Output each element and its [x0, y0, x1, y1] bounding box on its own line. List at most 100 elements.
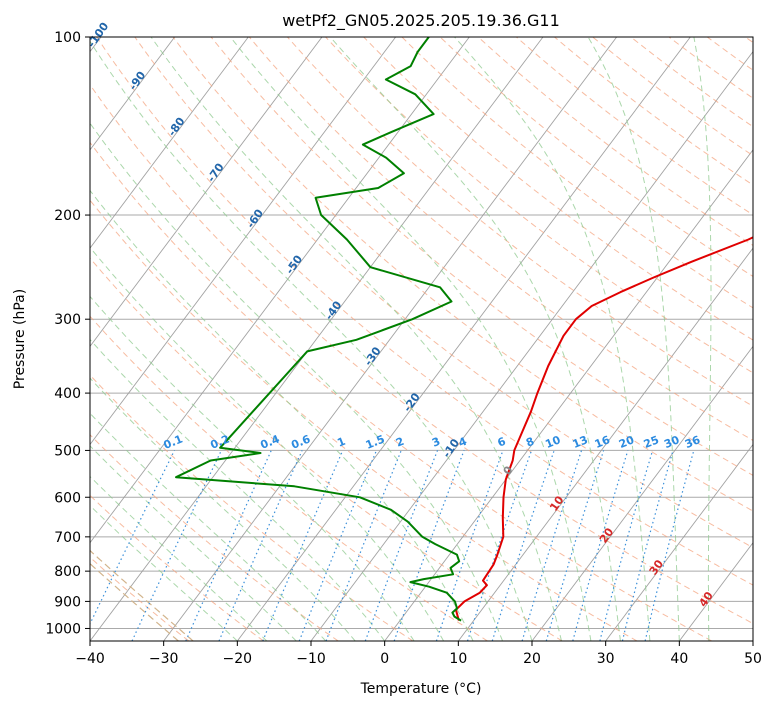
- mixing-ratio-line: [131, 450, 222, 641]
- moist-adiabat: [90, 475, 268, 641]
- isotherm-line: [90, 37, 176, 151]
- mixing-ratio-label: 10: [543, 433, 562, 451]
- x-tick-label: 20: [523, 651, 541, 667]
- mixing-ratio-label: 2: [394, 435, 406, 450]
- dry-adiabat: [90, 556, 190, 641]
- dry-adiabat: [745, 37, 753, 44]
- isotherm-line: [457, 247, 753, 641]
- mixing-ratio-label: 20: [617, 433, 636, 451]
- dry-adiabat: [477, 37, 753, 246]
- isotherm-line: [90, 37, 397, 446]
- mixing-ratio-line: [435, 450, 504, 641]
- moist-adiabat: [587, 37, 680, 641]
- isotherm-label: 30: [647, 557, 667, 577]
- dry-adiabat: [210, 37, 753, 476]
- isotherm-label: 0: [501, 463, 516, 477]
- isotherm-line: [531, 345, 753, 641]
- moist-adiabat: [329, 37, 621, 641]
- isotherm-line: [310, 50, 753, 641]
- mixing-ratio-line: [545, 450, 605, 641]
- mixing-ratio-label: 25: [642, 433, 661, 451]
- mixing-ratio-label: 8: [524, 435, 536, 450]
- profile-lines: [175, 37, 753, 622]
- mixing-ratio-line: [621, 450, 674, 641]
- dry-adiabat: [554, 37, 753, 186]
- x-axis-label: Temperature (°C): [360, 681, 482, 697]
- isotherm-line: [752, 640, 753, 641]
- moist-adiabat: [693, 37, 712, 641]
- dewpoint-line: [175, 37, 462, 622]
- dry-adiabat: [706, 37, 753, 71]
- mixing-ratio-label: 1.5: [364, 432, 387, 451]
- mixing-ratio-label: 1: [335, 435, 347, 450]
- y-tick-label: 700: [54, 530, 81, 546]
- isotherm-line: [90, 37, 323, 348]
- moist-adiabat: [90, 338, 386, 641]
- isotherm-label: -60: [244, 207, 266, 231]
- isotherm-line: [90, 37, 470, 544]
- mixing-ratio-line: [521, 450, 583, 641]
- y-tick-label: 100: [54, 30, 81, 46]
- dry-adiabat: [96, 37, 753, 586]
- dry-adiabat: [90, 315, 488, 641]
- isotherm-label: -100: [85, 20, 112, 50]
- isotherm-line: [90, 37, 544, 641]
- y-tick-label: 400: [54, 386, 81, 402]
- mixing-ratio-label: 0.4: [259, 432, 282, 451]
- background-lines: [90, 37, 753, 641]
- x-tick-label: 40: [670, 651, 688, 667]
- isotherm-label: -30: [362, 344, 384, 368]
- mixing-ratio-label: 36: [683, 433, 702, 451]
- moist-adiabat: [150, 37, 562, 641]
- dry-adiabat: [90, 141, 712, 641]
- y-tick-label: 800: [54, 564, 81, 580]
- dry-adiabat: [90, 374, 414, 641]
- x-tick-label: −20: [223, 651, 253, 667]
- moist-adiabat: [90, 412, 327, 641]
- mixing-ratio-line: [298, 450, 378, 641]
- moist-adiabat: [90, 504, 238, 641]
- mixing-ratio-label: 30: [662, 433, 681, 451]
- dry-adiabat: [90, 83, 753, 625]
- isotherm-label: 20: [597, 525, 617, 545]
- x-tick-label: 0: [380, 651, 389, 667]
- x-tick-label: 30: [597, 651, 615, 667]
- x-tick-label: −30: [149, 651, 179, 667]
- mixing-ratio-line: [572, 450, 629, 641]
- mixing-ratio-label: 0.1: [162, 433, 185, 452]
- mixing-ratio-line: [262, 450, 344, 641]
- y-tick-label: 1000: [45, 621, 81, 637]
- y-tick-label: 900: [54, 594, 81, 610]
- dry-adiabat: [90, 257, 563, 641]
- temperature-line: [454, 236, 753, 621]
- moist-adiabat: [90, 40, 533, 641]
- moist-adiabat: [90, 295, 415, 641]
- dry-adiabat: [90, 199, 638, 641]
- x-tick-label: −40: [75, 651, 105, 667]
- mixing-ratio-label: 6: [496, 435, 508, 450]
- dry-adiabat: [439, 37, 753, 277]
- y-tick-label: 200: [54, 208, 81, 224]
- isotherm-label: -90: [126, 69, 148, 93]
- y-axis-label: Pressure (hPa): [12, 289, 28, 389]
- mixing-ratio-line: [644, 450, 695, 641]
- isotherm-label: 40: [696, 589, 716, 609]
- isotherm-line: [163, 37, 618, 641]
- moist-adiabat: [90, 122, 503, 641]
- isotherm-line: [384, 149, 753, 641]
- dry-adiabat: [134, 37, 753, 549]
- dry-adiabat: [401, 37, 753, 309]
- moist-adiabat: [230, 37, 592, 641]
- mixing-ratio-line: [599, 450, 654, 641]
- dry-adiabat: [325, 37, 753, 374]
- mixing-ratio-line: [218, 450, 303, 641]
- mixing-ratio-line: [466, 450, 533, 641]
- dry-adiabat: [248, 37, 753, 442]
- isotherm-line: [90, 37, 249, 249]
- moist-adiabat: [90, 445, 297, 641]
- isotherm-label: -50: [283, 253, 305, 277]
- x-axis: −40 −30 −20 −10 0 10 20 30 40 50: [75, 641, 762, 667]
- y-tick-label: 300: [54, 312, 81, 328]
- isotherm-line: [605, 443, 753, 641]
